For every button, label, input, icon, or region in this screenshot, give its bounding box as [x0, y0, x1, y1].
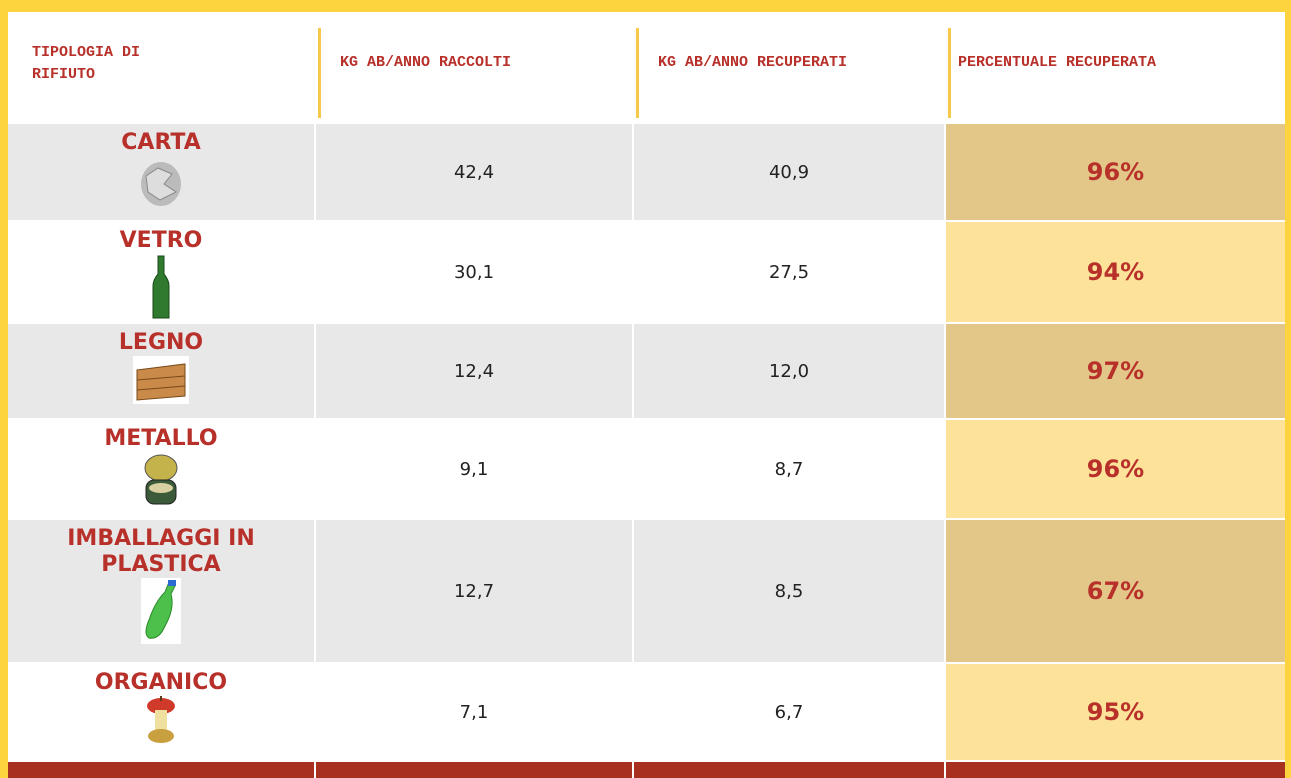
header-cell: KG AB/ANNO RACCOLTI	[316, 12, 632, 122]
percent-cell: 94%	[946, 222, 1285, 322]
icon	[149, 254, 173, 320]
header-text: PERCENTUALE RECUPERATA	[958, 42, 1285, 74]
percent-cell: 95%	[946, 664, 1285, 760]
name-cell: METALLO	[8, 420, 314, 518]
percent-cell: 96%	[946, 420, 1285, 518]
footer-cell	[8, 762, 314, 778]
name: VETRO	[120, 228, 203, 254]
name: IMBALLAGGI IN PLASTICA	[61, 526, 261, 578]
icon	[144, 696, 178, 744]
footer-cell	[946, 762, 1285, 778]
cell: 27,5	[634, 222, 944, 322]
icon	[133, 356, 189, 404]
table: TIPOLOGIA DI RIFIUTO KG AB/ANNO RACCOLTI…	[8, 12, 1285, 778]
name: LEGNO	[119, 330, 203, 356]
name-cell: ORGANICO	[8, 664, 314, 760]
name: METALLO	[104, 426, 217, 452]
cell: 40,9	[634, 124, 944, 220]
header-cell: TIPOLOGIA DI RIFIUTO	[8, 12, 314, 122]
header-text: KG AB/ANNO RECUPERATI	[658, 42, 944, 74]
name-cell: IMBALLAGGI IN PLASTICA	[8, 520, 314, 662]
cell: 42,4	[316, 124, 632, 220]
name-cell: LEGNO	[8, 324, 314, 418]
footer-cell	[634, 762, 944, 778]
name: ORGANICO	[95, 670, 227, 696]
cell: 30,1	[316, 222, 632, 322]
icon	[141, 452, 181, 508]
header-text: KG AB/ANNO RACCOLTI	[340, 42, 632, 74]
header-cell: PERCENTUALE RECUPERATA	[946, 12, 1285, 122]
name-cell: CARTA	[8, 124, 314, 220]
footer-cell	[316, 762, 632, 778]
percent-cell: 97%	[946, 324, 1285, 418]
header-cell: KG AB/ANNO RECUPERATI	[634, 12, 944, 122]
header-text: TIPOLOGIA DI RIFIUTO	[32, 42, 192, 86]
cell: 12,0	[634, 324, 944, 418]
cell: 12,7	[316, 520, 632, 662]
cell: 9,1	[316, 420, 632, 518]
name-cell: VETRO	[8, 222, 314, 322]
cell: 7,1	[316, 664, 632, 760]
page: TIPOLOGIA DI RIFIUTO KG AB/ANNO RACCOLTI…	[0, 0, 1291, 778]
percent-cell: 67%	[946, 520, 1285, 662]
cell: 12,4	[316, 324, 632, 418]
name: CARTA	[121, 130, 200, 156]
icon	[141, 578, 181, 644]
percent-cell: 96%	[946, 124, 1285, 220]
cell: 8,7	[634, 420, 944, 518]
cell: 8,5	[634, 520, 944, 662]
cell: 6,7	[634, 664, 944, 760]
icon	[134, 156, 188, 210]
